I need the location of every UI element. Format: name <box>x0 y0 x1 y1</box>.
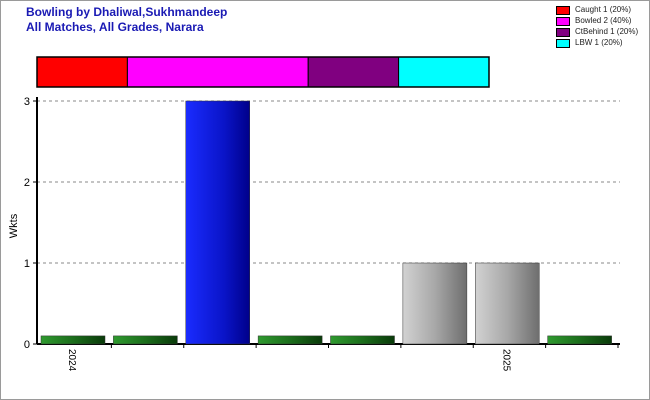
breakdown-segment-ctbehind <box>307 56 400 88</box>
chart-subtitle: All Matches, All Grades, Narara <box>26 20 204 34</box>
legend-label: Caught 1 (20%) <box>575 5 632 14</box>
y-axis-label: Wkts <box>8 213 20 238</box>
legend-label: CtBehind 1 (20%) <box>575 27 639 36</box>
legend-item-caught: Caught 1 (20%) <box>556 5 638 15</box>
bar <box>257 335 323 345</box>
legend-item-bowled: Bowled 2 (40%) <box>556 16 638 26</box>
legend: Caught 1 (20%) Bowled 2 (40%) CtBehind 1… <box>556 5 638 49</box>
breakdown-segment-lbw <box>398 56 490 88</box>
tick-labels: 0 1 2 3 Wkts 2024 2025 <box>8 96 511 372</box>
y-tick-label: 0 <box>24 339 30 351</box>
bar <box>40 335 106 345</box>
bar <box>185 100 250 345</box>
bar <box>330 335 395 345</box>
chart-title: Bowling by Dhaliwal,Sukhmandeep <box>26 5 228 19</box>
bar <box>402 262 468 345</box>
x-tick-label: 2024 <box>66 349 77 372</box>
breakdown-segment-caught <box>36 56 128 88</box>
bar <box>475 262 540 345</box>
legend-swatch <box>556 16 570 26</box>
gridlines <box>37 100 620 264</box>
y-tick-label: 2 <box>24 177 30 189</box>
legend-item-ctbehind: CtBehind 1 (20%) <box>556 27 638 37</box>
legend-swatch <box>556 27 570 37</box>
legend-label: LBW 1 (20%) <box>575 38 623 47</box>
legend-swatch <box>556 38 570 48</box>
bars <box>40 100 612 345</box>
dismissal-breakdown-bar <box>36 56 490 88</box>
breakdown-segment-bowled <box>126 56 309 88</box>
x-tick-label: 2025 <box>500 349 511 372</box>
legend-label: Bowled 2 (40%) <box>575 16 632 25</box>
y-tick-label: 3 <box>24 96 30 108</box>
legend-swatch <box>556 5 570 15</box>
legend-item-lbw: LBW 1 (20%) <box>556 38 638 48</box>
breakdown-border <box>36 56 490 88</box>
bar <box>547 335 612 345</box>
y-tick-label: 1 <box>24 258 30 270</box>
bar <box>113 335 178 345</box>
